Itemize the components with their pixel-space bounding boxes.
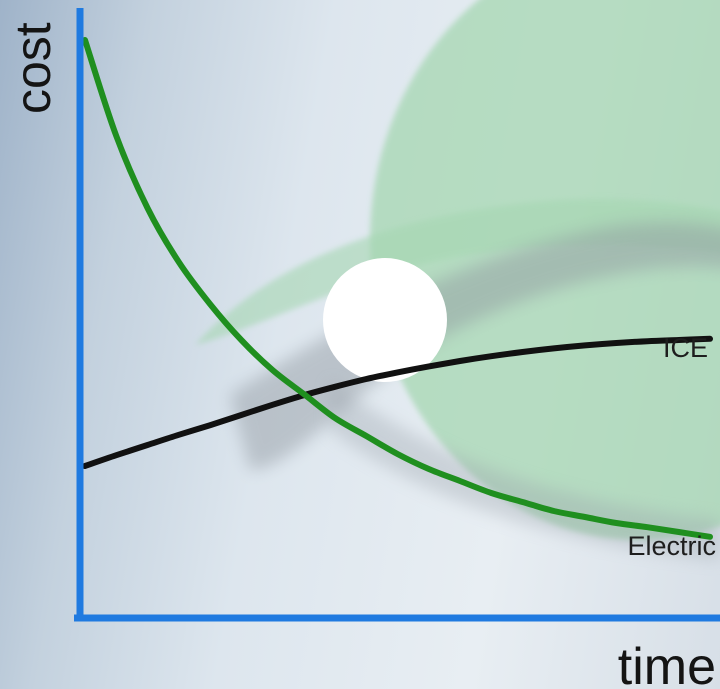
series-layer xyxy=(82,37,713,540)
y-axis-title: cost xyxy=(5,22,61,114)
series-label-ice: ICE xyxy=(662,333,708,363)
series-label-electric: Electric xyxy=(627,531,716,561)
x-axis-title: time xyxy=(617,638,716,689)
series-line-electric xyxy=(82,37,713,540)
background-decoration xyxy=(195,0,720,560)
series-line-ice xyxy=(82,335,713,469)
white-circle-decoration xyxy=(323,258,447,382)
